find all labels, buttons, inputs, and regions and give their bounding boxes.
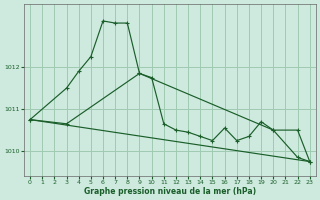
X-axis label: Graphe pression niveau de la mer (hPa): Graphe pression niveau de la mer (hPa) — [84, 187, 256, 196]
